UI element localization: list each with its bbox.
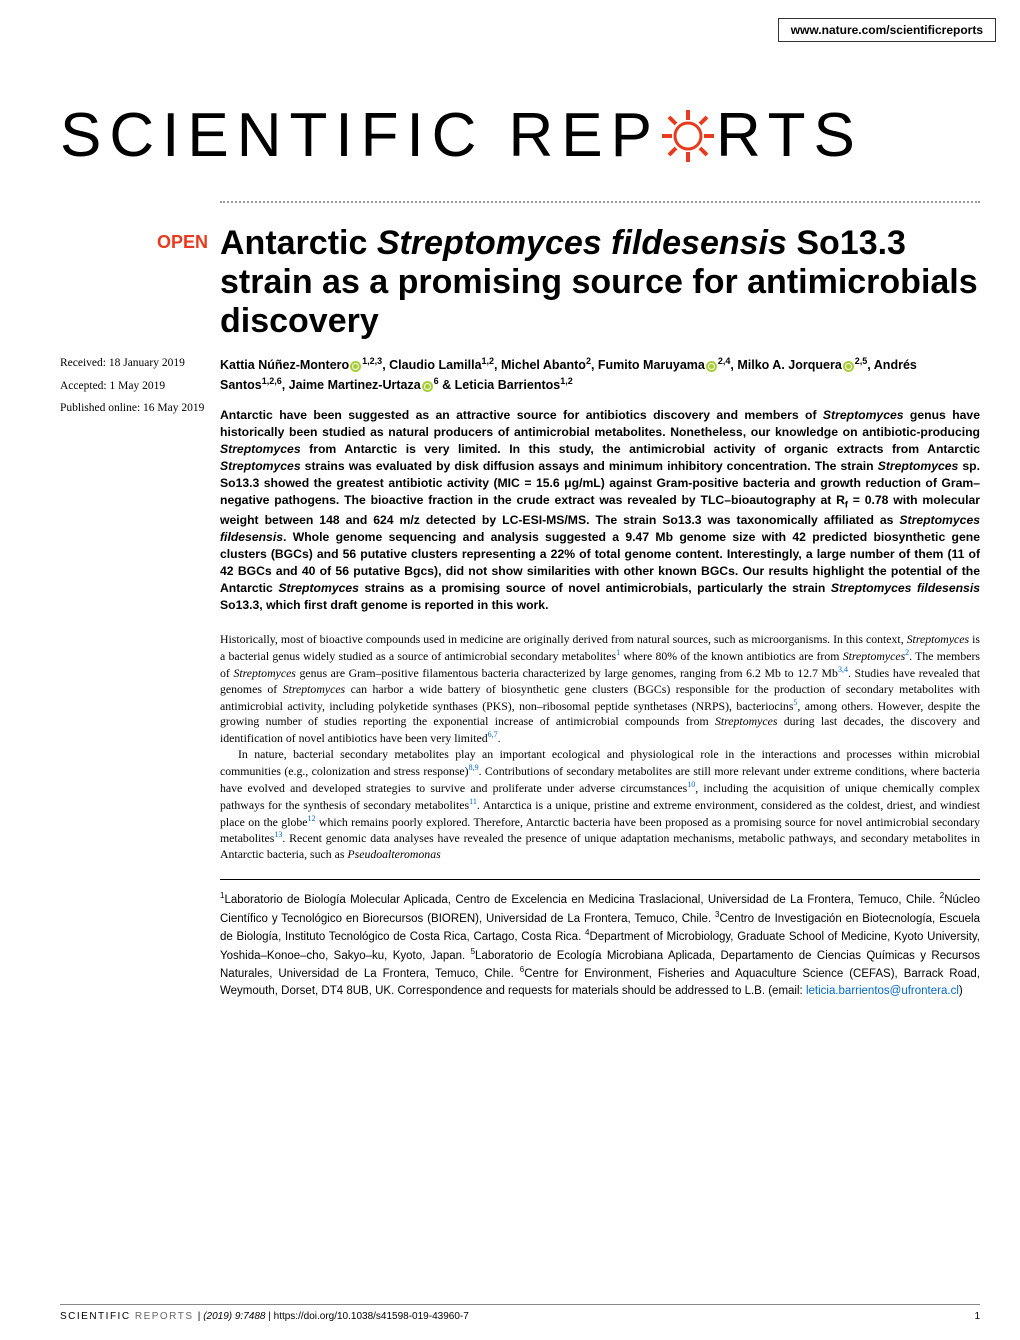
body-text: Historically, most of bioactive compound…: [220, 632, 980, 863]
footer-journal: SCIENTIFIC REPORTS: [60, 1311, 198, 1322]
article-title: Antarctic Streptomyces fildesensis So13.…: [220, 224, 980, 341]
affiliations: 1Laboratorio de Biología Molecular Aplic…: [220, 890, 980, 999]
logo-word-rts: RTS: [716, 100, 863, 171]
publication-dates: Received: 18 January 2019 Accepted: 1 Ma…: [60, 353, 208, 419]
journal-logo: SCIENTIFIC REP: [60, 100, 980, 203]
author-list: Kattia Núñez-Montero1,2,3, Claudio Lamil…: [220, 355, 980, 395]
main-content: OPEN Received: 18 January 2019 Accepted:…: [60, 224, 980, 999]
page-number: 1: [974, 1311, 980, 1322]
sidebar: OPEN Received: 18 January 2019 Accepted:…: [60, 224, 220, 999]
title-part1: Antarctic: [220, 224, 377, 262]
paragraph-1: Historically, most of bioactive compound…: [220, 632, 980, 747]
paragraph-2: In nature, bacterial secondary metabolit…: [220, 747, 980, 863]
footer-citation: (2019) 9:7488 | https://doi.org/10.1038/…: [203, 1311, 469, 1322]
page-footer: SCIENTIFIC REPORTS | (2019) 9:7488 | htt…: [60, 1304, 980, 1322]
received-date: Received: 18 January 2019: [60, 353, 208, 374]
affiliations-divider: [220, 879, 980, 880]
gear-icon: [658, 106, 718, 166]
journal-url[interactable]: www.nature.com/scientificreports: [791, 23, 983, 37]
footer-left: SCIENTIFIC REPORTS | (2019) 9:7488 | htt…: [60, 1311, 469, 1322]
logo-text: SCIENTIFIC REP: [60, 100, 980, 171]
published-date: Published online: 16 May 2019: [60, 398, 208, 419]
logo-word-rep: REP: [508, 100, 659, 171]
article-body: Antarctic Streptomyces fildesensis So13.…: [220, 224, 980, 999]
logo-word-scientific: SCIENTIFIC: [60, 100, 484, 171]
abstract: Antarctic have been suggested as an attr…: [220, 407, 980, 614]
title-species: Streptomyces fildesensis: [377, 224, 787, 262]
title-divider: [220, 201, 980, 203]
open-access-badge: OPEN: [60, 232, 208, 253]
accepted-date: Accepted: 1 May 2019: [60, 376, 208, 397]
journal-url-box: www.nature.com/scientificreports: [778, 18, 996, 42]
